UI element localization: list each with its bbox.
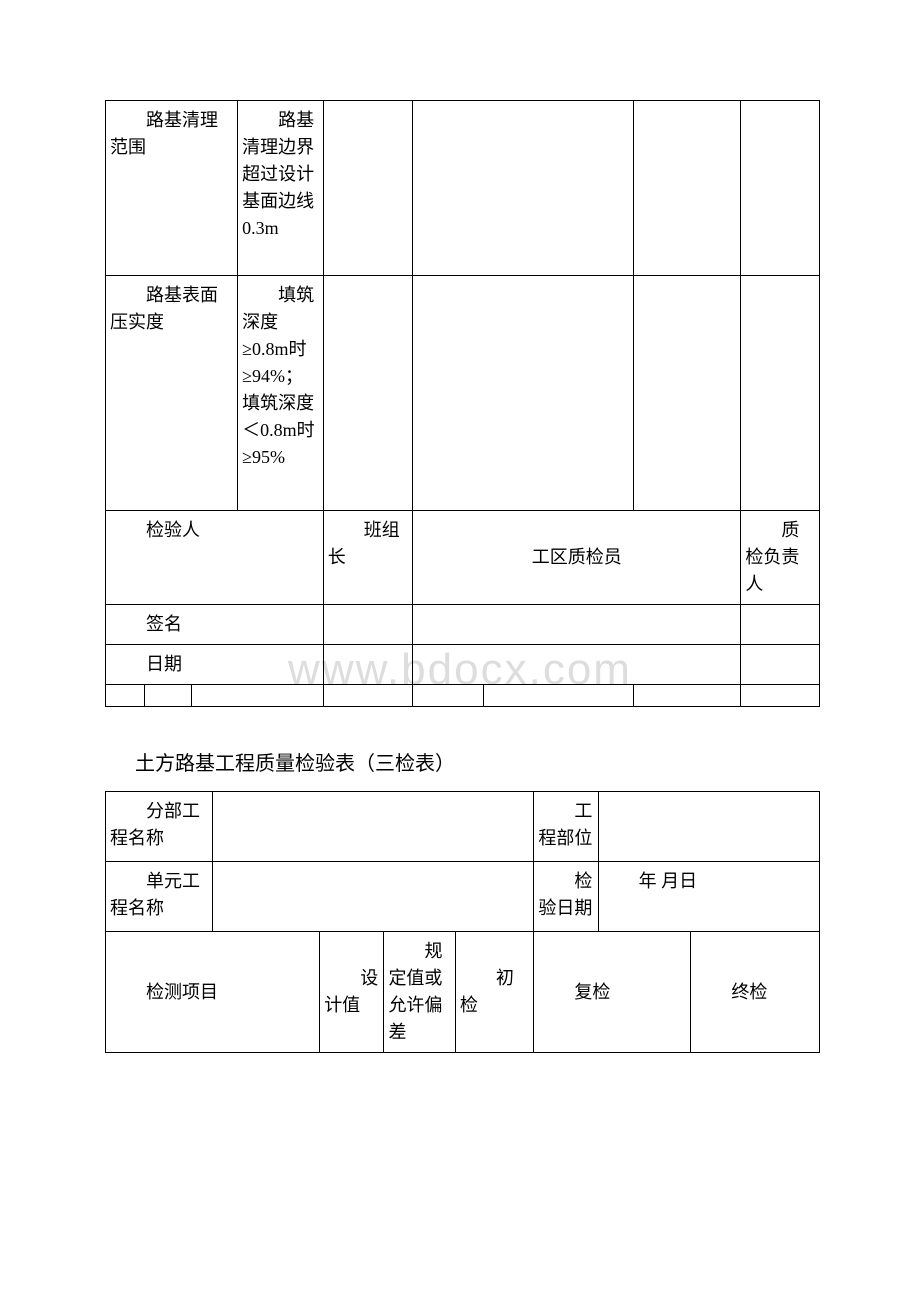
subgrade-clearing-spec: 路基清理边界超过设计基面边线0.3m [238, 101, 324, 276]
qc-manager-label: 质检负责人 [741, 511, 820, 605]
design-value-label: 设计值 [320, 932, 384, 1053]
date-label: 日期 [106, 645, 324, 685]
inspection-table-1: 路基清理范围 路基清理边界超过设计基面边线0.3m 路基表面压实度 填筑深度≥0… [105, 100, 820, 707]
inspection-date-label: 检验日期 [534, 862, 598, 932]
inspection-table-2: 分部工程名称 工程部位 单元工程名称 检验日期 年 月日 检测项目 设计值 规定… [105, 791, 820, 1053]
unit-name-label: 单元工程名称 [106, 862, 213, 932]
cell-empty [634, 276, 741, 511]
subgrade-clearing-range-label: 路基清理范围 [106, 101, 238, 276]
unit-name-value [213, 862, 534, 932]
cell-empty [323, 101, 412, 276]
cell-empty [741, 101, 820, 276]
date-cell [741, 645, 820, 685]
cell-empty [413, 101, 634, 276]
inspector-label: 检验人 [106, 511, 324, 605]
area-qc-label: 工区质检员 [413, 511, 741, 605]
cell-empty [634, 685, 741, 707]
signature-cell [323, 605, 412, 645]
compaction-degree-label: 路基表面压实度 [106, 276, 238, 511]
cell-empty [634, 101, 741, 276]
compaction-degree-spec: 填筑深度≥0.8m时≥94%；填筑深度＜0.8m时≥95% [238, 276, 324, 511]
project-position-value [598, 792, 819, 862]
cell-empty [323, 685, 412, 707]
team-leader-label: 班组长 [323, 511, 412, 605]
cell-empty [145, 685, 191, 707]
signature-cell [413, 605, 741, 645]
section-name-value [213, 792, 534, 862]
cell-empty [484, 685, 634, 707]
date-cell [323, 645, 412, 685]
project-position-label: 工程部位 [534, 792, 598, 862]
signature-cell [741, 605, 820, 645]
final-check-label: 终检 [691, 932, 820, 1053]
cell-empty [106, 685, 145, 707]
recheck-label: 复检 [534, 932, 691, 1053]
test-item-label: 检测项目 [106, 932, 320, 1053]
cell-empty [323, 276, 412, 511]
initial-check-label: 初检 [455, 932, 534, 1053]
table-2-title: 土方路基工程质量检验表（三检表） [135, 747, 820, 776]
signature-label: 签名 [106, 605, 324, 645]
cell-empty [413, 276, 634, 511]
spec-value-label: 规定值或允许偏差 [384, 932, 455, 1053]
inspection-date-value: 年 月日 [598, 862, 819, 932]
cell-empty [413, 685, 484, 707]
cell-empty [741, 276, 820, 511]
section-name-label: 分部工程名称 [106, 792, 213, 862]
cell-empty [191, 685, 323, 707]
date-cell [413, 645, 741, 685]
cell-empty [741, 685, 820, 707]
